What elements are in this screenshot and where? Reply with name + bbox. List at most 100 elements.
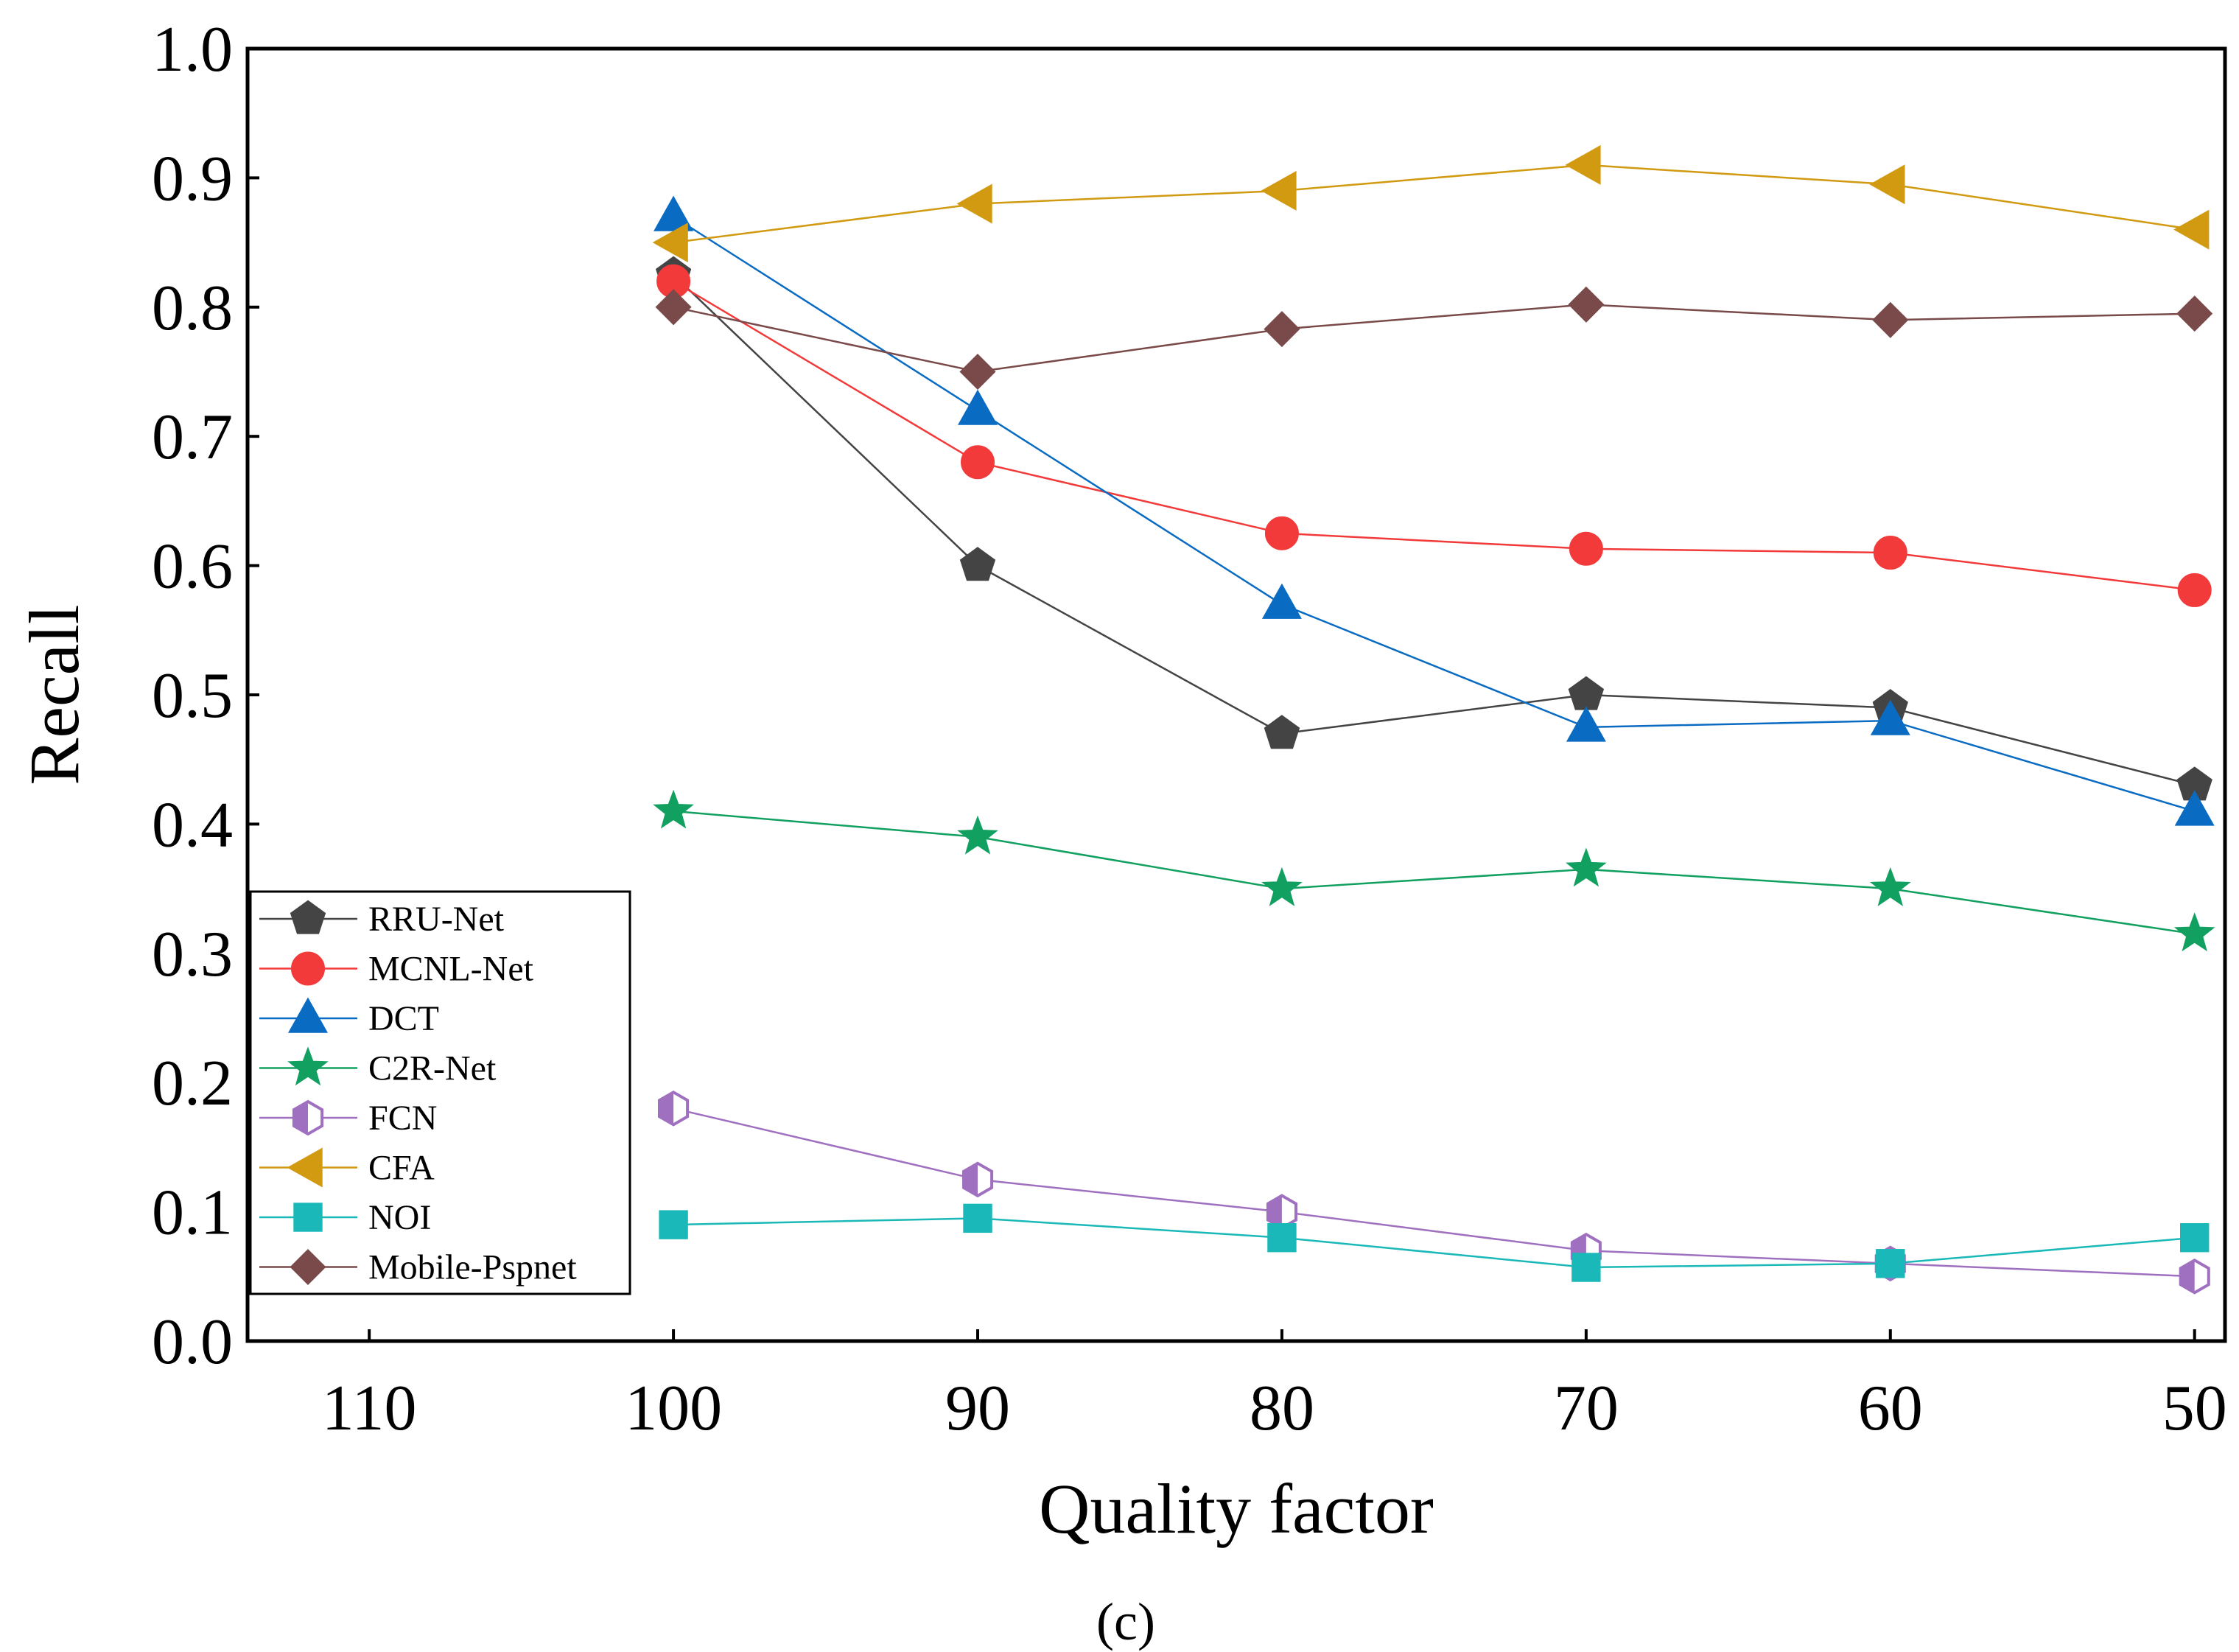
data-point-c2r-net (653, 789, 694, 829)
legend-item-rru-net: RRU-Net (259, 900, 505, 939)
data-point-cfa (956, 183, 992, 224)
legend-item-dct: DCT (259, 997, 439, 1038)
legend-marker-fcn (292, 1099, 324, 1136)
legend: RRU-Net MCNL-Net DCT C2R-Net FCN CFA NOI Mobile… (249, 890, 631, 1295)
data-point-mobile-pspnet (1568, 286, 1605, 323)
data-point-mcnl-net (961, 445, 995, 480)
y-tick-label: 0.6 (152, 531, 233, 603)
y-tick-label: 0.0 (152, 1306, 233, 1378)
series-line-rru-net (673, 274, 2196, 787)
data-point-mcnl-net (1569, 531, 1603, 566)
legend-marker-noi (293, 1203, 323, 1232)
data-point-c2r-net (2173, 912, 2215, 952)
data-point-mcnl-net (2177, 573, 2212, 607)
series-line-mobile-pspnet (673, 304, 2195, 373)
series-c2r-net (653, 789, 2215, 952)
data-point-c2r-net (1566, 847, 1607, 887)
data-point-c2r-net (957, 815, 998, 855)
data-point-dct (1261, 583, 1302, 619)
y-tick-label: 0.7 (152, 402, 233, 473)
x-axis-title: Quality factor (1039, 1469, 1434, 1548)
data-point-mobile-pspnet (1872, 301, 1909, 338)
x-tick-label: 70 (1554, 1373, 1619, 1444)
data-point-rru-net (959, 547, 996, 581)
data-point-cfa (652, 223, 688, 263)
legend-item-c2r-net: C2R-Net (259, 1046, 497, 1088)
x-tick-label: 100 (625, 1373, 722, 1444)
data-point-rru-net (1264, 715, 1300, 749)
legend-label: FCN (368, 1099, 437, 1138)
legend-marker-c2r-net (287, 1046, 329, 1086)
data-point-cfa (1565, 144, 1601, 185)
data-point-fcn (962, 1161, 994, 1198)
series-line-dct (673, 215, 2196, 813)
legend-marker-mobile-pspnet (290, 1248, 326, 1286)
data-point-dct (654, 195, 694, 231)
series-line-cfa (673, 164, 2195, 244)
series-cfa (652, 144, 2210, 263)
series-line-c2r-net (673, 810, 2195, 935)
legend-item-fcn: FCN (259, 1099, 437, 1138)
y-tick-label: 0.9 (152, 143, 233, 214)
legend-label: NOI (368, 1198, 431, 1237)
data-point-fcn (658, 1090, 690, 1127)
series-layer (652, 144, 2215, 1295)
series-mcnl-net (656, 264, 2212, 607)
series-dct (654, 195, 2215, 826)
data-point-dct (2174, 790, 2215, 826)
data-point-noi (963, 1203, 992, 1233)
y-tick-label: 0.1 (152, 1177, 233, 1249)
y-tick-label: 0.8 (152, 273, 233, 344)
series-line-noi (673, 1217, 2195, 1269)
legend-label: Mobile-Pspnet (368, 1248, 577, 1287)
data-point-mcnl-net (1264, 516, 1299, 550)
x-tick-label: 50 (2162, 1373, 2227, 1444)
data-point-dct (1870, 699, 1910, 735)
series-noi (659, 1203, 2210, 1282)
legend-marker-mcnl-net (291, 951, 325, 986)
legend-item-noi: NOI (259, 1198, 431, 1237)
y-tick-label: 1.0 (152, 14, 233, 85)
legend-label: DCT (368, 999, 439, 1038)
x-tick-label: 90 (945, 1373, 1010, 1444)
data-point-mobile-pspnet (1264, 311, 1300, 348)
data-point-fcn (1266, 1194, 1297, 1230)
series-mobile-pspnet (655, 286, 2213, 391)
y-tick-label: 0.3 (152, 919, 233, 990)
series-line-mcnl-net (673, 280, 2195, 592)
data-point-mobile-pspnet (2176, 295, 2213, 332)
y-tick-label: 0.4 (152, 789, 233, 861)
series-line-fcn (673, 1107, 2195, 1278)
y-axis-title: Recall (15, 604, 94, 785)
data-point-noi (1876, 1249, 1905, 1278)
data-point-fcn (2179, 1258, 2210, 1295)
data-point-cfa (2173, 209, 2210, 250)
legend-label: RRU-Net (368, 900, 505, 939)
data-point-noi (1267, 1222, 1297, 1253)
x-tick-label: 110 (322, 1373, 417, 1444)
data-point-mobile-pspnet (959, 353, 996, 391)
legend-item-mcnl-net: MCNL-Net (259, 950, 534, 989)
axes-layer: 0.0 0.1 0.2 0.3 0.4 0.5 0.6 0.7 0.8 0.9 1.0 110 100 9… (152, 14, 2227, 1444)
legend-label: MCNL-Net (368, 950, 534, 989)
legend-marker-dct (287, 997, 329, 1033)
data-point-c2r-net (1869, 867, 1911, 906)
data-point-noi (2180, 1222, 2210, 1253)
data-point-noi (659, 1210, 688, 1239)
data-point-dct (957, 389, 998, 425)
data-point-mcnl-net (1873, 536, 1907, 570)
data-point-mobile-pspnet (655, 289, 692, 326)
legend-item-mobile-pspnet: Mobile-Pspnet (259, 1248, 577, 1287)
y-tick-label: 0.5 (152, 660, 233, 732)
panel-label: (c) (1096, 1592, 1155, 1651)
x-tick-label: 80 (1250, 1373, 1314, 1444)
legend-marker-rru-net (290, 900, 326, 934)
y-tick-label: 0.2 (152, 1048, 233, 1119)
legend-label: CFA (368, 1149, 435, 1188)
legend-label: C2R-Net (368, 1049, 497, 1088)
legend-marker-cfa (287, 1147, 323, 1188)
data-point-c2r-net (1261, 867, 1303, 906)
x-tick-label: 60 (1858, 1373, 1923, 1444)
